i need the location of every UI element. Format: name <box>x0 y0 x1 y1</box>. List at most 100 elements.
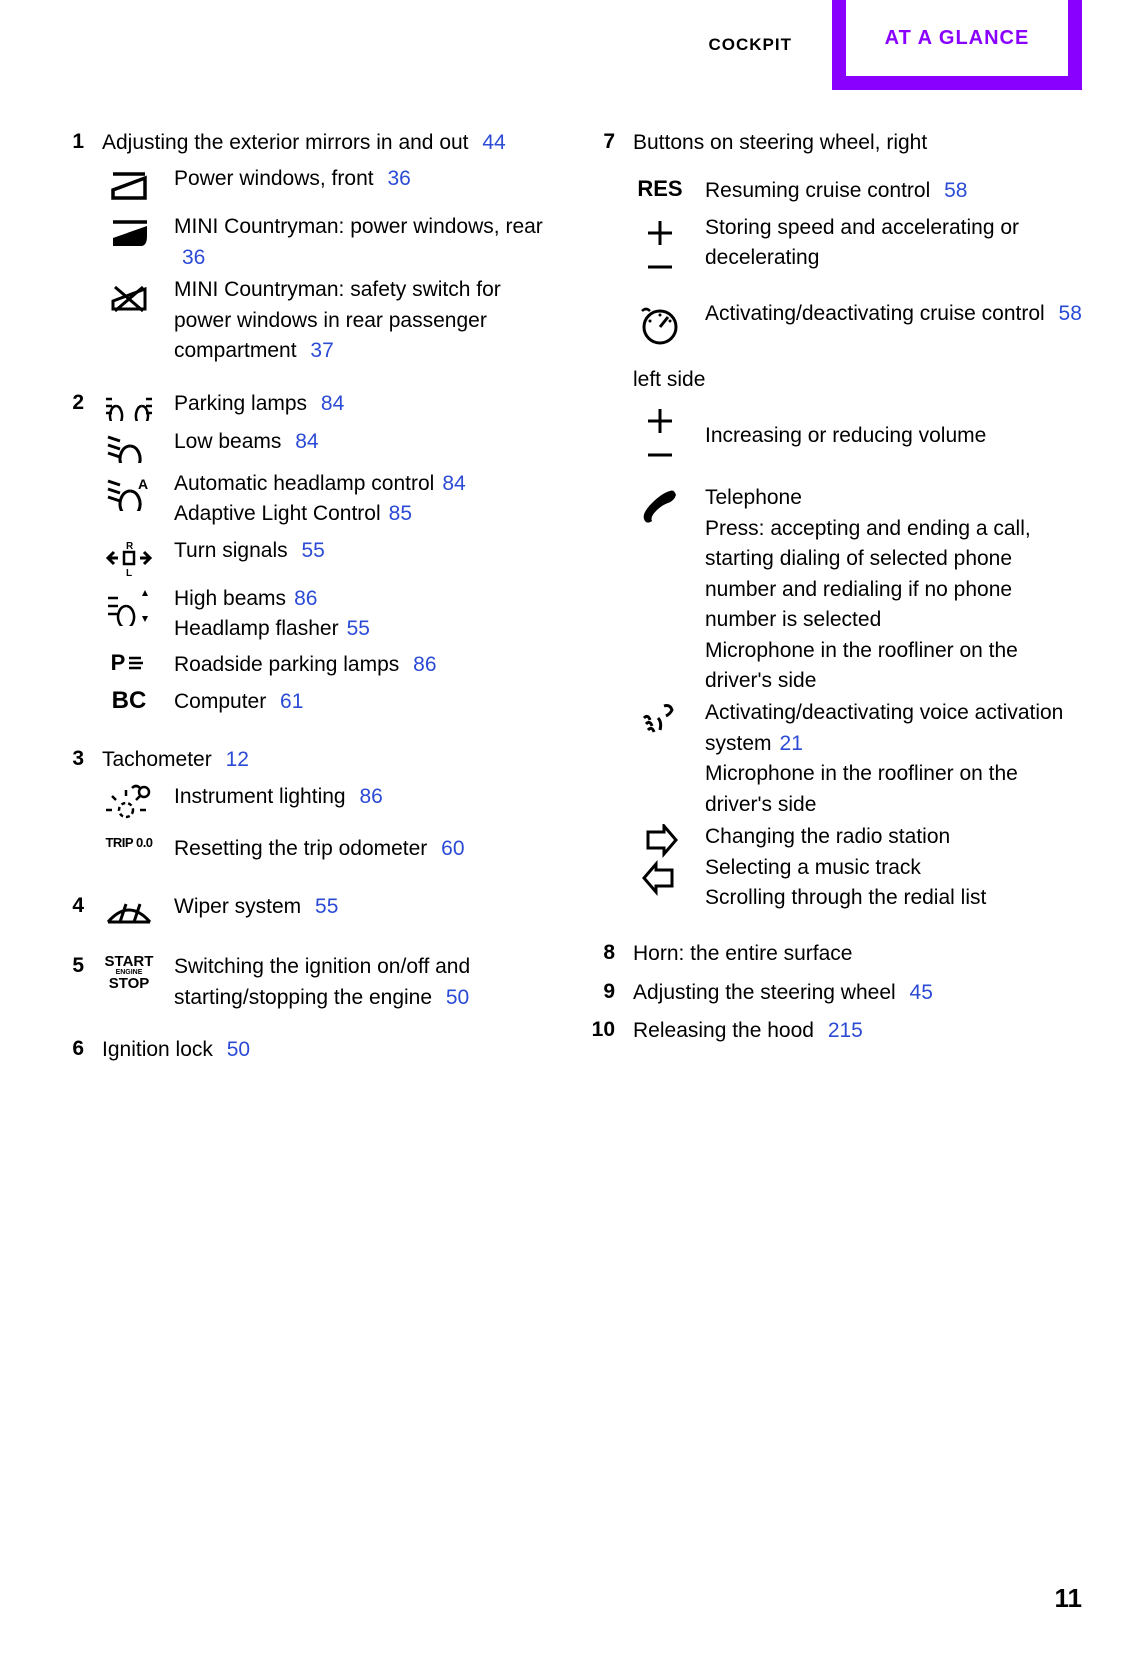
start-stop-icon: START ENGINE STOP <box>102 952 156 991</box>
turn-signal-icon: RL <box>102 536 156 578</box>
page-ref[interactable]: 44 <box>482 131 505 154</box>
chapter-tab-label: AT A GLANCE <box>885 27 1030 50</box>
text: Turn signals 55 <box>174 536 551 566</box>
high-beam-icon <box>102 584 156 626</box>
row-telephone: Telephone Press: accepting and ending a … <box>633 483 1082 696</box>
item-7-left-sub: Increasing or reducing volume Telephone … <box>633 401 1082 913</box>
text: Switching the ignition on/off and starti… <box>174 952 551 1013</box>
item-5: 5 START ENGINE STOP Switching the igniti… <box>60 952 551 1013</box>
auto-headlamp-icon: A <box>102 469 156 511</box>
window-safety-switch-icon <box>102 275 156 317</box>
item-number: 7 <box>591 128 615 156</box>
page-ref[interactable]: 58 <box>1059 302 1082 325</box>
telephone-icon <box>633 483 687 529</box>
page-ref[interactable]: 84 <box>321 392 344 415</box>
text: Roadside parking lamps 86 <box>174 650 551 680</box>
page-ref[interactable]: 55 <box>347 617 370 640</box>
page-ref[interactable]: 84 <box>442 472 465 495</box>
item-number: 8 <box>591 939 615 967</box>
row-store-speed: Storing speed and accelerating or decele… <box>633 213 1082 277</box>
page-ref[interactable]: 60 <box>441 837 464 860</box>
page-ref[interactable]: 37 <box>310 339 333 362</box>
text: Power windows, front 36 <box>174 164 551 194</box>
item-text: Adjusting the exterior mirrors in and ou… <box>102 128 551 158</box>
low-beam-icon <box>102 427 156 463</box>
row-safety-switch: MINI Countryman: safety switch for power… <box>102 275 551 366</box>
text: Adjusting the exterior mirrors in and ou… <box>102 131 469 154</box>
text: MINI Countryman: safety switch for power… <box>174 275 551 366</box>
page-ref[interactable]: 85 <box>389 502 412 525</box>
text: MINI Countryman: power windows, rear 36 <box>174 212 551 273</box>
svg-text:A: A <box>138 476 148 492</box>
page-ref[interactable]: 50 <box>446 986 469 1009</box>
page-header: COCKPIT AT A GLANCE <box>60 0 1082 120</box>
row-roadside-parking: P Roadside parking lamps 86 <box>102 650 551 680</box>
section-label: COCKPIT <box>709 35 793 55</box>
left-column: 1 Adjusting the exterior mirrors in and … <box>60 120 551 1065</box>
telephone-heading: Telephone <box>705 483 1082 513</box>
left-side-heading: left side <box>633 365 1082 395</box>
page-ref[interactable]: 36 <box>387 167 410 190</box>
page-ref[interactable]: 12 <box>226 748 249 771</box>
text: High beams86 Headlamp flasher55 <box>174 584 551 645</box>
text: Changing the radio station Selecting a m… <box>705 822 1082 913</box>
plus-minus-icon <box>633 401 687 465</box>
row-resume-cruise: RES Resuming cruise control 58 <box>633 176 1082 206</box>
item-2: 2 Parking lamps 84 <box>60 389 551 718</box>
row-start-stop: START ENGINE STOP Switching the ignition… <box>102 952 551 1013</box>
row-auto-headlamp: A Automatic headlamp control84 Adaptive … <box>102 469 551 530</box>
item-text: Tachometer 12 <box>102 745 551 775</box>
res-icon: RES <box>633 176 687 200</box>
page-ref[interactable]: 86 <box>413 653 436 676</box>
text: Telephone Press: accepting and ending a … <box>705 483 1082 696</box>
item-body: Parking lamps 84 Low beams 84 <box>102 389 551 718</box>
page-ref[interactable]: 84 <box>295 430 318 453</box>
text: Parking lamps 84 <box>174 389 551 419</box>
row-radio-nav: Changing the radio station Selecting a m… <box>633 822 1082 913</box>
page-ref[interactable]: 45 <box>910 981 933 1004</box>
page-ref[interactable]: 36 <box>182 246 205 269</box>
text: Automatic headlamp control84 Adaptive Li… <box>174 469 551 530</box>
row-instrument-lighting: Instrument lighting 86 <box>102 782 551 828</box>
row-trip-odometer: TRIP 0.0 Resetting the trip odometer 60 <box>102 834 551 864</box>
svg-text:R: R <box>126 541 134 552</box>
text: Resetting the trip odometer 60 <box>174 834 551 864</box>
power-window-front-icon <box>102 164 156 206</box>
text: Storing speed and accelerating or decele… <box>705 213 1082 274</box>
row-voice: Activating/deactivating voice activation… <box>633 698 1082 820</box>
row-turn-signals: RL Turn signals 55 <box>102 536 551 578</box>
item-4: 4 Wiper system 55 <box>60 892 551 930</box>
row-wiper: Wiper system 55 <box>102 892 551 930</box>
text: Low beams 84 <box>174 427 551 457</box>
item-3: 3 Tachometer 12 <box>60 745 551 775</box>
page-ref[interactable]: 86 <box>294 587 317 610</box>
item-text: Ignition lock 50 <box>102 1035 551 1065</box>
item-text: Adjusting the steering wheel 45 <box>633 978 1082 1008</box>
page-ref[interactable]: 58 <box>944 179 967 202</box>
instrument-lighting-icon <box>102 782 156 828</box>
item-body: START ENGINE STOP Switching the ignition… <box>102 952 551 1013</box>
cruise-control-icon <box>633 299 687 349</box>
item-number: 4 <box>60 892 84 920</box>
page-ref[interactable]: 55 <box>301 539 324 562</box>
item-1-sub: Power windows, front 36 MINI Countryman:… <box>102 164 551 366</box>
text: Activating/deactivating voice activation… <box>705 698 1082 820</box>
page-ref[interactable]: 55 <box>315 895 338 918</box>
page-ref[interactable]: 21 <box>780 732 803 755</box>
trip-odometer-icon: TRIP 0.0 <box>102 834 156 849</box>
item-text: Releasing the hood 215 <box>633 1016 1082 1046</box>
page: COCKPIT AT A GLANCE 1 Adjusting the exte… <box>0 0 1142 1654</box>
page-ref[interactable]: 50 <box>227 1038 250 1061</box>
text: Instrument lighting 86 <box>174 782 551 812</box>
page-ref[interactable]: 215 <box>828 1019 863 1042</box>
svg-text:L: L <box>126 568 132 578</box>
power-window-rear-icon <box>102 212 156 254</box>
row-parking-lamps: Parking lamps 84 <box>102 389 551 421</box>
page-ref[interactable]: 86 <box>359 785 382 808</box>
item-6: 6 Ignition lock 50 <box>60 1035 551 1065</box>
item-8: 8 Horn: the entire surface <box>591 939 1082 969</box>
voice-activation-icon <box>633 698 687 744</box>
content-columns: 1 Adjusting the exterior mirrors in and … <box>60 120 1082 1065</box>
page-ref[interactable]: 61 <box>280 690 303 713</box>
next-prev-arrows-icon <box>633 822 687 900</box>
